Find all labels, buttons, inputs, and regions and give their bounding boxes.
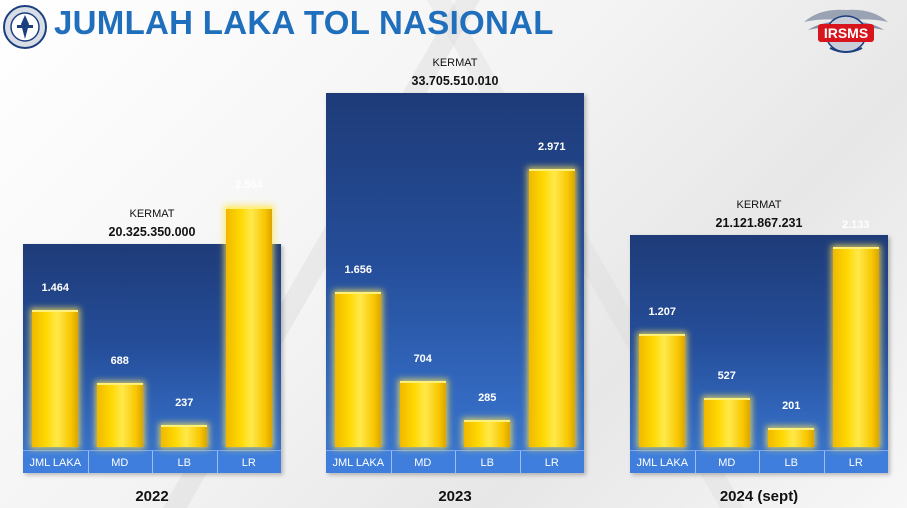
bar [32,310,79,447]
data-label: 2.564 [234,179,263,191]
chart-panel: 1.207 JML LAKA 527 MD 201 LB 2.133 LR [630,219,888,473]
bar [96,383,143,447]
tick-label: MD [718,457,736,469]
bar [161,425,208,447]
tick-label: LR [241,457,256,469]
tick-separator [455,451,456,473]
tick-separator [695,451,696,473]
data-label: 704 [413,353,432,365]
tick-label: MD [414,457,432,469]
tick-separator [391,451,392,473]
kermat-label: KERMAT [129,208,175,220]
data-label: 527 [717,370,736,382]
tick-separator [152,451,153,473]
data-label: 1.656 [344,264,373,276]
police-emblem-icon [3,5,47,49]
data-label: 237 [175,397,194,409]
bar [639,334,686,447]
kermat-annotation: KERMAT 20.325.350.000 [23,208,281,244]
kermat-value: 20.325.350.000 [108,225,196,239]
data-label: 1.207 [648,306,677,318]
data-label: 285 [478,392,497,404]
bar [768,428,815,447]
x-axis-label: 2023 [438,488,472,505]
bar [225,207,272,447]
x-axis-label: 2022 [135,488,169,505]
kermat-label: KERMAT [432,57,478,69]
bar [399,381,446,447]
chart-panel: 1.656 JML LAKA 704 MD 285 LB 2.971 LR [326,93,584,473]
bar [832,247,879,447]
tick-label: LB [480,457,494,469]
irsms-logo-text: IRSMS [824,25,868,41]
tick-label: JML LAKA [29,457,82,469]
kermat-annotation: KERMAT 33.705.510.010 [326,57,584,93]
data-label: 688 [110,355,129,367]
tick-separator [520,451,521,473]
x-axis-label: 2024 (sept) [719,488,799,505]
tick-label: JML LAKA [332,457,385,469]
kermat-value: 33.705.510.010 [411,74,499,88]
page-title: JUMLAH LAKA TOL NASIONAL [54,4,554,41]
kermat-value: 21.121.867.231 [715,216,803,230]
bar [528,169,575,447]
tick-label: JML LAKA [636,457,689,469]
tick-separator [217,451,218,473]
tick-label: LB [177,457,191,469]
bar [464,420,511,447]
tick-separator [824,451,825,473]
kermat-annotation: KERMAT 21.121.867.231 [630,199,888,235]
data-label: 2.133 [841,219,870,231]
tick-label: LB [784,457,798,469]
bar [335,292,382,447]
tick-label: LR [848,457,863,469]
irsms-logo-icon: IRSMS [804,9,888,53]
bar [703,398,750,447]
tick-label: MD [111,457,129,469]
data-label: 201 [782,400,801,412]
tick-separator [759,451,760,473]
tick-separator [88,451,89,473]
tick-label: LR [544,457,559,469]
data-label: 2.971 [537,141,566,153]
data-label: 1.464 [41,282,70,294]
chart-panel: 1.464 JML LAKA 688 MD 237 LB 2.564 LR [23,179,281,473]
kermat-label: KERMAT [736,199,782,211]
